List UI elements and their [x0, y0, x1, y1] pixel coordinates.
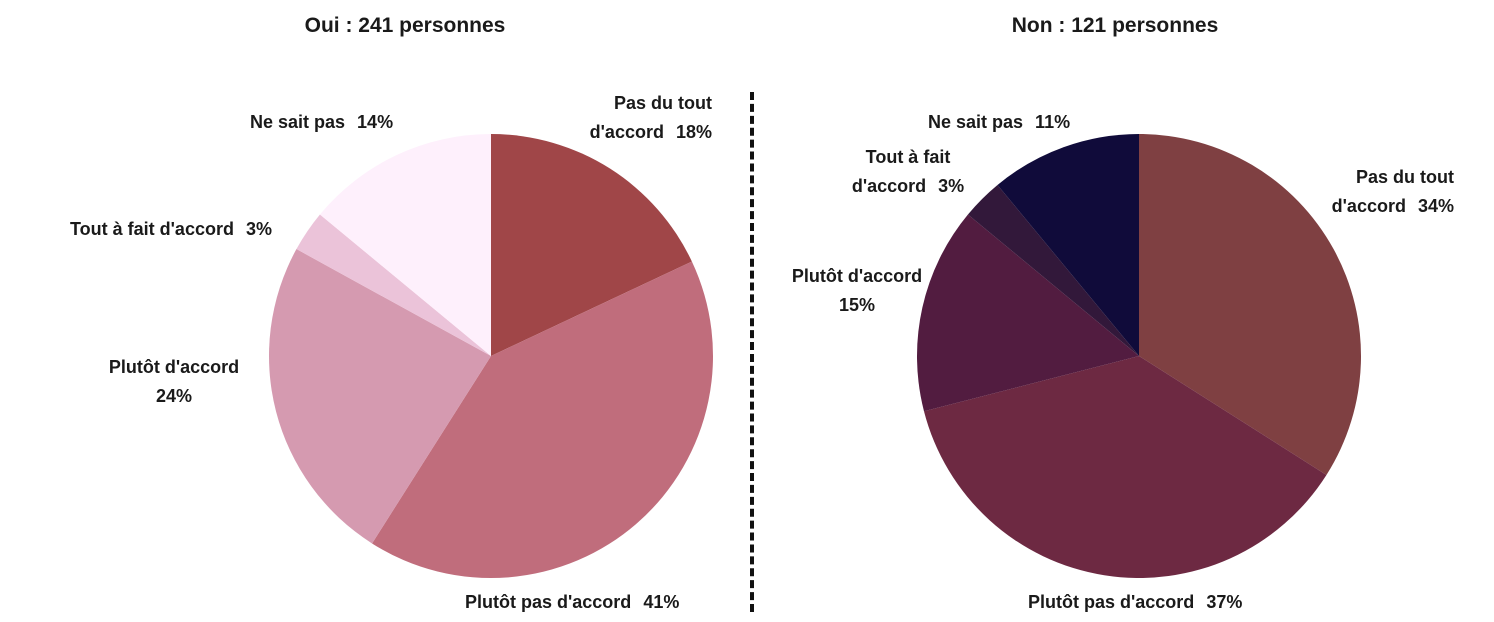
- pie-slice-non-1: [923, 356, 1327, 579]
- chart-title-oui: Oui : 241 personnes: [304, 14, 506, 37]
- pie-slice-non-2: [917, 214, 1139, 412]
- pie-slice-non-4: [997, 134, 1139, 356]
- pie-slice-oui-3: [296, 214, 491, 356]
- label-oui-plutot: Plutôt d'accord 24%: [108, 357, 240, 406]
- chart-title-non: Non : 121 personnes: [1011, 14, 1219, 37]
- pie-slice-oui-2: [269, 249, 491, 544]
- label-oui-plutot-pas: Plutôt pas d'accord 41%: [465, 592, 680, 612]
- label-oui-pas-du-tout: Pas du tout d'accord 18%: [589, 93, 712, 142]
- pie-slice-non-0: [1139, 134, 1362, 475]
- pie-slice-non-3: [967, 184, 1139, 356]
- label-non-pas-du-tout: Pas du tout d'accord 34%: [1331, 167, 1454, 216]
- label-non-plutot: Plutôt d'accord 15%: [791, 266, 923, 315]
- label-oui-ne-sait-pas: Ne sait pas 14%: [250, 112, 394, 132]
- dashed-divider: [750, 92, 754, 612]
- pie-slice-oui-1: [372, 261, 713, 578]
- pie-slice-oui-4: [319, 134, 491, 356]
- label-non-ne-sait-pas: Ne sait pas 11%: [928, 112, 1071, 132]
- label-oui-tout-a-fait: Tout à fait d'accord 3%: [70, 219, 272, 239]
- pie-slice-oui-0: [491, 134, 692, 356]
- label-non-plutot-pas: Plutôt pas d'accord 37%: [1028, 592, 1243, 612]
- label-non-tout-a-fait: Tout à fait d'accord 3%: [851, 147, 965, 196]
